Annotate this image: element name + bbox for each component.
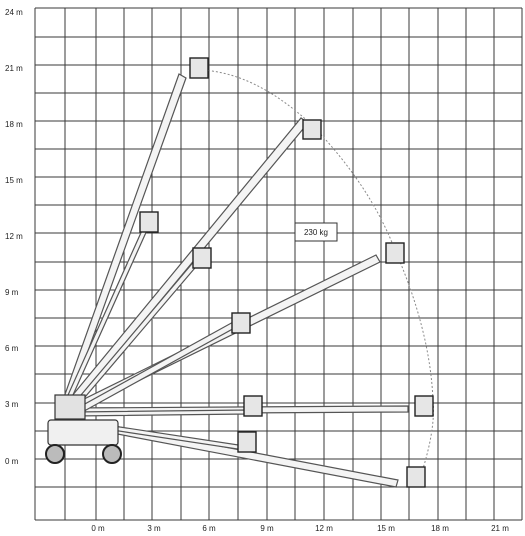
x-axis-labels: 0 m 3 m 6 m 9 m 12 m 15 m 18 m 21 m [91,524,509,533]
turntable [54,394,86,420]
y-tick-label: 3 m [5,400,19,409]
load-rating-label: 230 kg [304,228,328,237]
y-tick-label: 18 m [5,120,23,129]
boom-positions [62,73,409,488]
x-tick-label: 3 m [147,524,161,533]
wheel-front [45,444,65,464]
x-tick-label: 21 m [491,524,509,533]
y-tick-label: 21 m [5,64,23,73]
chassis-body [47,419,119,446]
platform-basket [302,119,322,140]
x-tick-label: 0 m [91,524,105,533]
wheel-rear [102,444,122,464]
y-axis-labels: 24 m 21 m 18 m 15 m 12 m 9 m 6 m 3 m 0 m [5,8,23,466]
y-tick-label: 24 m [5,8,23,17]
platform-basket [243,395,263,417]
y-tick-label: 12 m [5,232,23,241]
y-tick-label: 15 m [5,176,23,185]
y-tick-label: 0 m [5,457,19,466]
y-tick-label: 9 m [5,288,19,297]
platform-basket [189,57,209,79]
platform-basket [192,247,212,269]
platform-basket [414,395,434,417]
x-tick-label: 15 m [377,524,395,533]
platform-basket [237,431,257,453]
boom-lift-chassis [45,394,122,464]
y-tick-label: 6 m [5,344,19,353]
platform-basket [231,312,251,334]
x-tick-label: 12 m [315,524,333,533]
x-tick-label: 9 m [260,524,274,533]
platform-basket [406,466,426,488]
platform-baskets [139,57,434,488]
platform-basket [139,211,159,233]
platform-basket [385,242,405,264]
x-tick-label: 18 m [431,524,449,533]
load-rating-label-box: 230 kg [294,222,338,242]
x-tick-label: 6 m [202,524,216,533]
